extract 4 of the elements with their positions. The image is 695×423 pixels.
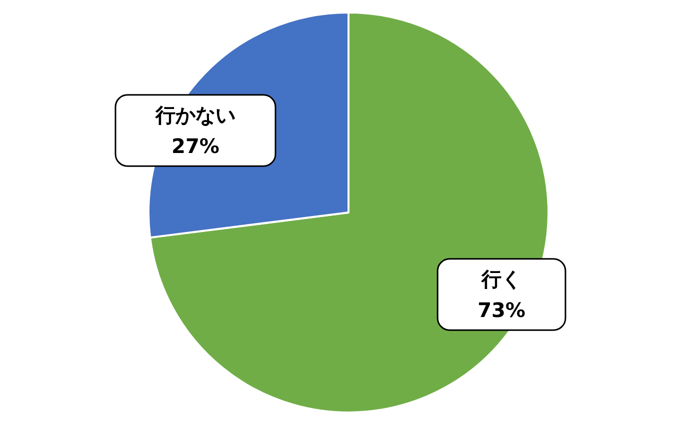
- data-label: 27%: [172, 134, 220, 158]
- slice-label: 行く: [480, 266, 522, 291]
- data-label: 73%: [478, 298, 526, 322]
- slice-label: 行かない: [154, 102, 236, 127]
